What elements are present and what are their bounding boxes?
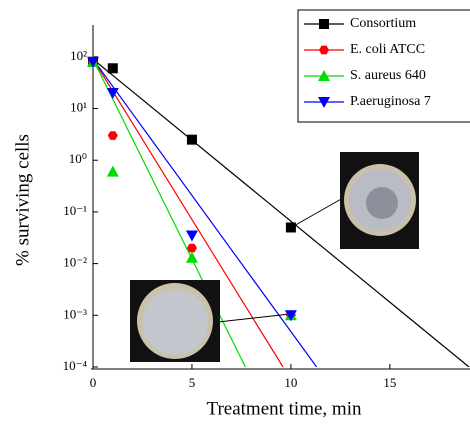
pointer bbox=[217, 313, 291, 323]
y-tick-label: 10⁰ bbox=[69, 151, 87, 166]
y-tick-label: 10¹ bbox=[70, 100, 87, 115]
marker bbox=[87, 56, 99, 68]
legend-marker bbox=[319, 45, 329, 55]
marker bbox=[106, 165, 119, 177]
marker bbox=[185, 251, 198, 263]
dish-inner bbox=[142, 289, 208, 355]
marker bbox=[186, 243, 197, 253]
x-tick-label: 15 bbox=[383, 375, 396, 390]
marker bbox=[106, 87, 119, 99]
x-axis-label: Treatment time, min bbox=[207, 398, 362, 419]
marker bbox=[285, 222, 296, 233]
x-tick-label: 5 bbox=[189, 375, 196, 390]
marker bbox=[107, 63, 118, 74]
marker bbox=[186, 134, 197, 145]
inset-photo bbox=[291, 152, 419, 249]
x-tick-label: 0 bbox=[90, 375, 97, 390]
y-tick-label: 10⁻³ bbox=[63, 306, 87, 321]
fit-line bbox=[93, 58, 284, 367]
legend-marker bbox=[318, 97, 330, 108]
legend: Consortium E. coli ATCC S. aureus 640 P.aer… bbox=[297, 9, 470, 123]
marker bbox=[284, 310, 297, 322]
x-tick-label: 10 bbox=[284, 375, 297, 390]
marker bbox=[185, 230, 198, 242]
y-tick-label: 10² bbox=[70, 48, 87, 63]
y-axis-label: % surviving cells bbox=[12, 134, 33, 266]
y-tick-label: 10⁻¹ bbox=[63, 203, 87, 218]
legend-marker bbox=[318, 70, 330, 81]
y-tick-label: 10⁻⁴ bbox=[63, 358, 88, 373]
y-tick-label: 10⁻² bbox=[63, 255, 87, 270]
legend-label: P.aeruginosa 7 bbox=[350, 94, 431, 109]
legend-label: Consortium bbox=[350, 16, 416, 31]
fit-line bbox=[93, 58, 470, 367]
dish-zone bbox=[366, 187, 398, 219]
marker bbox=[107, 131, 118, 140]
legend-marker bbox=[319, 19, 329, 29]
legend-label: E. coli ATCC bbox=[350, 42, 425, 57]
plot-area bbox=[93, 58, 470, 367]
legend-label: S. aureus 640 bbox=[350, 68, 426, 83]
fit-line bbox=[93, 58, 318, 367]
pointer bbox=[291, 197, 344, 228]
inset-photo bbox=[130, 280, 291, 362]
